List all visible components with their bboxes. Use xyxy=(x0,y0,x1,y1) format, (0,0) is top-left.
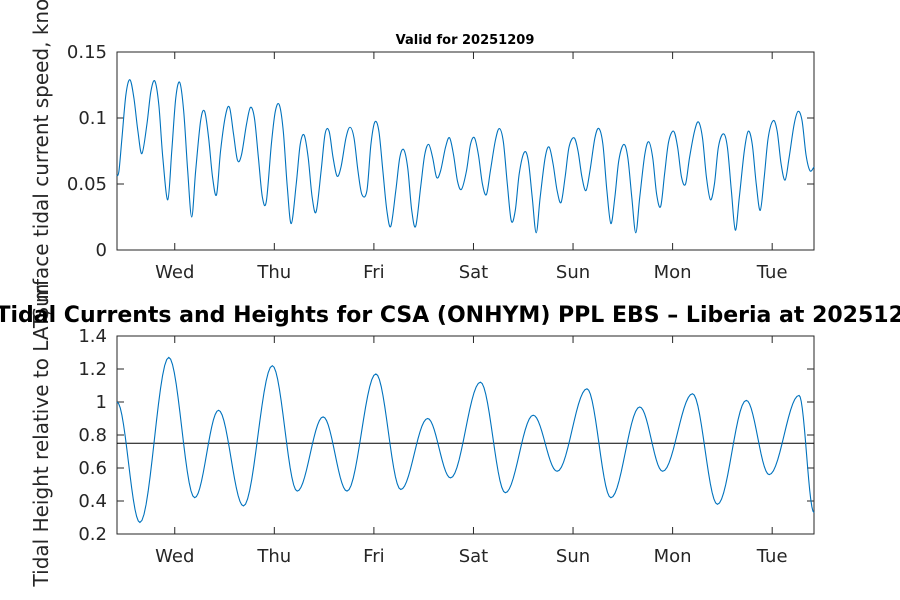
height-xtick-label: Wed xyxy=(155,546,194,567)
current-ytick-label: 0.15 xyxy=(67,42,107,63)
current-xtick-label: Wed xyxy=(155,262,194,283)
current-xtick-label: Tue xyxy=(756,262,788,283)
current-xtick-label: Thu xyxy=(256,262,291,283)
current-speed-chart: Valid for 20251209 0 0.05 0.1 0.15 Wed Thu Fri… xyxy=(29,0,815,320)
height-xtick-label: Sun xyxy=(556,546,590,567)
current-xtick-label: Mon xyxy=(654,262,692,283)
current-chart-title: Valid for 20251209 xyxy=(396,33,535,48)
current-xtick-label: Fri xyxy=(363,262,384,283)
height-plot-frame xyxy=(116,335,815,535)
height-ytick-label: 0.4 xyxy=(78,491,107,512)
height-xtick-label: Mon xyxy=(654,546,692,567)
current-ylabel: Surface tidal current speed, knots xyxy=(29,0,53,320)
current-speed-line xyxy=(116,79,815,234)
height-xtick-label: Fri xyxy=(363,546,384,567)
height-axis-ticks: 0.2 0.4 0.6 0.8 1 1.2 1.4 Wed Thu Fri Sat Sun Mon Tue xyxy=(78,326,814,567)
height-ytick-label: 1.2 xyxy=(78,359,107,380)
figure-title: Tidal Currents and Heights for CSA (ONHY… xyxy=(0,303,900,328)
current-ytick-label: 0.1 xyxy=(78,108,107,129)
height-ylabel: Tidal Height relative to LAT, m xyxy=(29,284,53,588)
height-ytick-label: 1.4 xyxy=(78,326,107,347)
current-xtick-label: Sun xyxy=(556,262,590,283)
height-ytick-label: 1 xyxy=(96,392,107,413)
tidal-height-chart: 0.2 0.4 0.6 0.8 1 1.2 1.4 Wed Thu Fri Sat Sun Mon Tue… xyxy=(29,284,815,588)
current-ytick-label: 0.05 xyxy=(67,174,107,195)
height-ytick-label: 0.8 xyxy=(78,425,107,446)
current-axis-ticks: 0 0.05 0.1 0.15 Wed Thu Fri Sat Sun Mon Tue xyxy=(67,42,814,283)
tidal-height-line xyxy=(116,356,815,524)
height-xtick-label: Sat xyxy=(459,546,489,567)
height-ytick-label: 0.6 xyxy=(78,458,107,479)
height-xtick-label: Thu xyxy=(256,546,291,567)
height-xtick-label: Tue xyxy=(756,546,788,567)
height-ytick-label: 0.2 xyxy=(78,524,107,545)
current-xtick-label: Sat xyxy=(459,262,489,283)
current-plot-frame xyxy=(116,51,815,251)
current-ytick-label: 0 xyxy=(96,240,107,261)
